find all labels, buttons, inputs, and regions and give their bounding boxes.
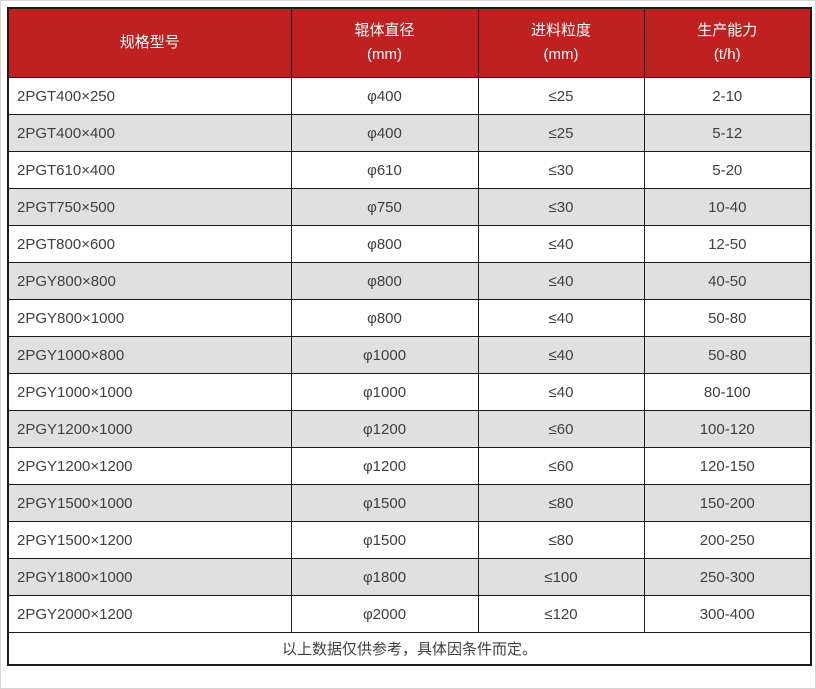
cell-model: 2PGY1200×1200 — [7, 447, 292, 485]
cell-roller-diameter: φ750 — [290, 188, 479, 226]
cell-roller-diameter: φ800 — [290, 225, 479, 263]
cell-model: 2PGT800×600 — [7, 225, 292, 263]
cell-roller-diameter: φ400 — [290, 114, 479, 152]
table-row: 2PGY800×800 φ800 ≤40 40-50 — [7, 262, 812, 300]
cell-model: 2PGY1200×1000 — [7, 410, 292, 448]
table-row: 2PGT750×500 φ750 ≤30 10-40 — [7, 188, 812, 226]
footnote: 以上数据仅供参考，具体因条件而定。 — [7, 632, 812, 666]
header-model: 规格型号 — [7, 7, 292, 78]
table-row: 2PGY800×1000 φ800 ≤40 50-80 — [7, 299, 812, 337]
cell-roller-diameter: φ1000 — [290, 373, 479, 411]
cell-capacity: 5-20 — [643, 151, 812, 189]
header-roller-diameter: 辊体直径 (mm) — [290, 7, 479, 78]
table-body: 2PGT400×250 φ400 ≤25 2-10 2PGT400×400 φ400 ≤25… — [7, 77, 812, 633]
cell-feed-size: ≤40 — [477, 262, 645, 300]
table-row: 2PGY1500×1000 φ1500 ≤80 150-200 — [7, 484, 812, 522]
cell-feed-size: ≤30 — [477, 188, 645, 226]
cell-capacity: 50-80 — [643, 299, 812, 337]
cell-capacity: 10-40 — [643, 188, 812, 226]
table-row: 2PGT610×400 φ610 ≤30 5-20 — [7, 151, 812, 189]
header-capacity: 生产能力 (t/h) — [643, 7, 812, 78]
cell-capacity: 300-400 — [643, 595, 812, 633]
header-row: 规格型号 辊体直径 (mm) 进料粒度 (mm) 生产能力 (t/h) — [7, 7, 812, 78]
table-row: 2PGT400×250 φ400 ≤25 2-10 — [7, 77, 812, 115]
cell-feed-size: ≤60 — [477, 410, 645, 448]
cell-roller-diameter: φ800 — [290, 299, 479, 337]
table-row: 2PGT800×600 φ800 ≤40 12-50 — [7, 225, 812, 263]
table-header: 规格型号 辊体直径 (mm) 进料粒度 (mm) 生产能力 (t/h) — [7, 7, 812, 78]
cell-feed-size: ≤40 — [477, 373, 645, 411]
cell-roller-diameter: φ1500 — [290, 521, 479, 559]
cell-capacity: 150-200 — [643, 484, 812, 522]
table-row: 2PGY2000×1200 φ2000 ≤120 300-400 — [7, 595, 812, 633]
header-feed-size-label: 进料粒度 — [530, 22, 591, 39]
cell-roller-diameter: φ1200 — [290, 410, 479, 448]
table-row: 2PGY1500×1200 φ1500 ≤80 200-250 — [7, 521, 812, 559]
cell-capacity: 250-300 — [643, 558, 812, 596]
cell-model: 2PGY800×1000 — [7, 299, 292, 337]
cell-feed-size: ≤40 — [477, 299, 645, 337]
table-row: 2PGY1000×1000 φ1000 ≤40 80-100 — [7, 373, 812, 411]
cell-roller-diameter: φ400 — [290, 77, 479, 115]
table-row: 2PGT400×400 φ400 ≤25 5-12 — [7, 114, 812, 152]
cell-capacity: 100-120 — [643, 410, 812, 448]
cell-model: 2PGT750×500 — [7, 188, 292, 226]
cell-feed-size: ≤25 — [477, 77, 645, 115]
cell-capacity: 40-50 — [643, 262, 812, 300]
table-row: 2PGY1000×800 φ1000 ≤40 50-80 — [7, 336, 812, 374]
header-capacity-unit: (t/h) — [713, 46, 741, 63]
cell-model: 2PGT400×400 — [7, 114, 292, 152]
header-roller-diameter-label: 辊体直径 — [354, 22, 415, 39]
cell-model: 2PGT400×250 — [7, 77, 292, 115]
cell-feed-size: ≤120 — [477, 595, 645, 633]
cell-capacity: 80-100 — [643, 373, 812, 411]
header-feed-size-unit: (mm) — [543, 46, 579, 63]
cell-model: 2PGY1800×1000 — [7, 558, 292, 596]
cell-feed-size: ≤100 — [477, 558, 645, 596]
cell-capacity: 200-250 — [643, 521, 812, 559]
cell-feed-size: ≤80 — [477, 521, 645, 559]
cell-model: 2PGY1000×800 — [7, 336, 292, 374]
cell-capacity: 50-80 — [643, 336, 812, 374]
cell-roller-diameter: φ800 — [290, 262, 479, 300]
cell-roller-diameter: φ1200 — [290, 447, 479, 485]
cell-capacity: 12-50 — [643, 225, 812, 263]
cell-feed-size: ≤80 — [477, 484, 645, 522]
cell-model: 2PGY1500×1000 — [7, 484, 292, 522]
table-row: 2PGY1200×1200 φ1200 ≤60 120-150 — [7, 447, 812, 485]
cell-model: 2PGT610×400 — [7, 151, 292, 189]
cell-model: 2PGY1000×1000 — [7, 373, 292, 411]
cell-model: 2PGY1500×1200 — [7, 521, 292, 559]
cell-model: 2PGY800×800 — [7, 262, 292, 300]
cell-roller-diameter: φ1000 — [290, 336, 479, 374]
spec-table: 规格型号 辊体直径 (mm) 进料粒度 (mm) 生产能力 (t/h) 2PGT… — [7, 7, 812, 666]
cell-roller-diameter: φ1800 — [290, 558, 479, 596]
table-row: 2PGY1800×1000 φ1800 ≤100 250-300 — [7, 558, 812, 596]
cell-feed-size: ≤40 — [477, 225, 645, 263]
footnote-row: 以上数据仅供参考，具体因条件而定。 — [7, 632, 812, 666]
cell-feed-size: ≤60 — [477, 447, 645, 485]
cell-capacity: 120-150 — [643, 447, 812, 485]
cell-feed-size: ≤40 — [477, 336, 645, 374]
cell-roller-diameter: φ610 — [290, 151, 479, 189]
cell-roller-diameter: φ2000 — [290, 595, 479, 633]
header-roller-diameter-unit: (mm) — [367, 46, 402, 63]
table-row: 2PGY1200×1000 φ1200 ≤60 100-120 — [7, 410, 812, 448]
table-footer: 以上数据仅供参考，具体因条件而定。 — [7, 632, 812, 666]
header-model-label: 规格型号 — [119, 34, 180, 51]
header-feed-size: 进料粒度 (mm) — [477, 7, 645, 78]
cell-feed-size: ≤25 — [477, 114, 645, 152]
cell-capacity: 2-10 — [643, 77, 812, 115]
header-capacity-label: 生产能力 — [697, 22, 758, 39]
cell-roller-diameter: φ1500 — [290, 484, 479, 522]
cell-model: 2PGY2000×1200 — [7, 595, 292, 633]
cell-feed-size: ≤30 — [477, 151, 645, 189]
cell-capacity: 5-12 — [643, 114, 812, 152]
